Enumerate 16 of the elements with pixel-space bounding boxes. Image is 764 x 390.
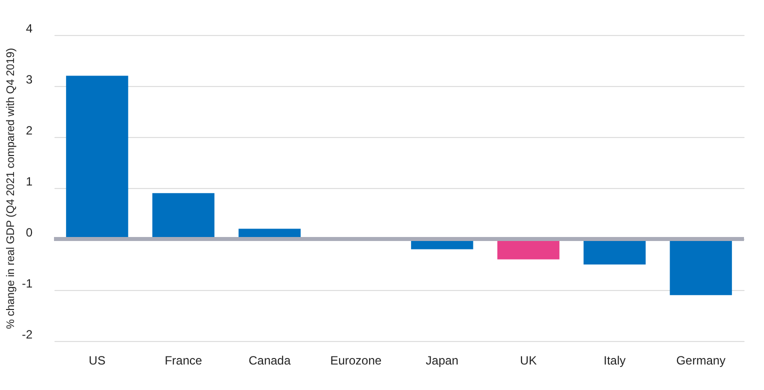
x-tick-label: Germany: [676, 354, 726, 368]
y-tick-label: 1: [26, 174, 33, 188]
x-tick-label: US: [88, 354, 106, 368]
y-tick-label: 4: [26, 22, 33, 36]
y-tick-label: -1: [22, 276, 33, 290]
x-tick-label: Canada: [248, 354, 291, 368]
x-tick-label: UK: [520, 354, 537, 368]
x-tick-label: Japan: [426, 354, 458, 368]
x-tick-label: France: [164, 354, 202, 368]
y-tick-label: 0: [26, 226, 33, 240]
y-tick-label: 3: [26, 72, 33, 86]
y-tick-label: -2: [22, 328, 33, 342]
x-tick-label: Italy: [604, 354, 626, 368]
y-tick-label: 2: [26, 124, 33, 138]
y-axis-title: % change in real GDP (Q4 2021 compared with Q4 2019): [4, 48, 17, 330]
x-tick-label: Eurozone: [330, 354, 382, 368]
